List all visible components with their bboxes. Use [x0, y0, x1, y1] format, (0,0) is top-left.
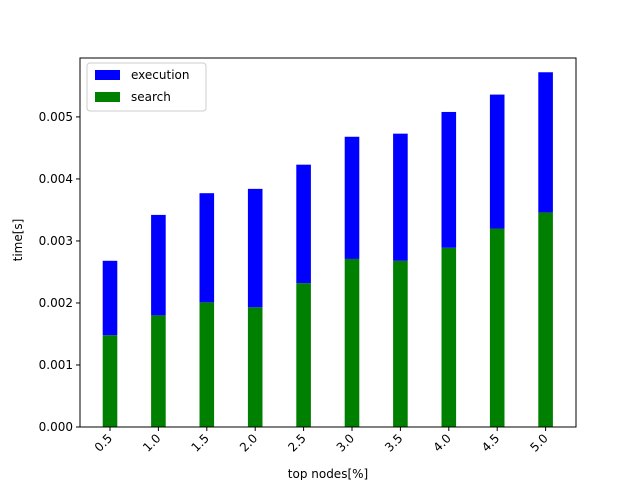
- bar-execution-5.0: [538, 72, 553, 213]
- x-tick-label: 0.5: [92, 431, 115, 454]
- legend-swatch-execution: [95, 70, 120, 80]
- legend-label-execution: execution: [131, 68, 189, 82]
- bar-search-1.0: [151, 315, 166, 427]
- bar-execution-0.5: [102, 260, 118, 336]
- x-tick-label: 4.0: [431, 431, 454, 454]
- bar-search-0.5: [102, 335, 118, 427]
- bars-layer: [102, 72, 553, 427]
- bar-search-2.5: [296, 283, 311, 427]
- legend-swatch-search: [95, 92, 120, 102]
- x-tick-label: 2.0: [237, 431, 260, 454]
- y-tick-label: 0.003: [39, 234, 73, 248]
- bar-search-1.5: [199, 302, 215, 427]
- bar-execution-2.0: [247, 188, 263, 308]
- bar-execution-2.5: [296, 164, 311, 284]
- y-tick-label: 0.005: [39, 110, 73, 124]
- bar-execution-3.0: [344, 136, 360, 259]
- y-axis-label: time[s]: [11, 219, 25, 262]
- x-tick-label: 5.0: [527, 431, 550, 454]
- x-tick-label: 3.5: [382, 431, 405, 454]
- x-tick-label: 4.5: [479, 431, 502, 454]
- legend: execution search: [86, 62, 207, 112]
- bar-execution-1.5: [199, 193, 215, 303]
- plot-frame: [79, 57, 577, 428]
- y-tick-label: 0.000: [39, 420, 73, 434]
- bar-search-3.5: [393, 260, 408, 427]
- x-tick-label: 1.5: [189, 431, 212, 454]
- bar-execution-4.5: [489, 94, 505, 229]
- bar-execution-3.5: [393, 133, 408, 261]
- bar-search-4.0: [441, 247, 457, 427]
- y-tick-label: 0.001: [39, 358, 73, 372]
- y-tick-label: 0.004: [39, 172, 73, 186]
- x-tick-label: 1.0: [140, 431, 163, 454]
- bar-execution-1.0: [151, 214, 166, 316]
- bar-search-5.0: [538, 212, 553, 427]
- x-tick-label: 3.0: [334, 431, 357, 454]
- legend-label-search: search: [131, 90, 171, 104]
- bar-search-2.0: [247, 307, 263, 427]
- bar-search-4.5: [489, 228, 505, 427]
- bar-execution-4.0: [441, 111, 457, 248]
- x-axis-label: top nodes[%]: [288, 467, 368, 480]
- y-tick-label: 0.002: [39, 296, 73, 310]
- x-tick-label: 2.5: [285, 431, 308, 454]
- bar-search-3.0: [344, 258, 360, 427]
